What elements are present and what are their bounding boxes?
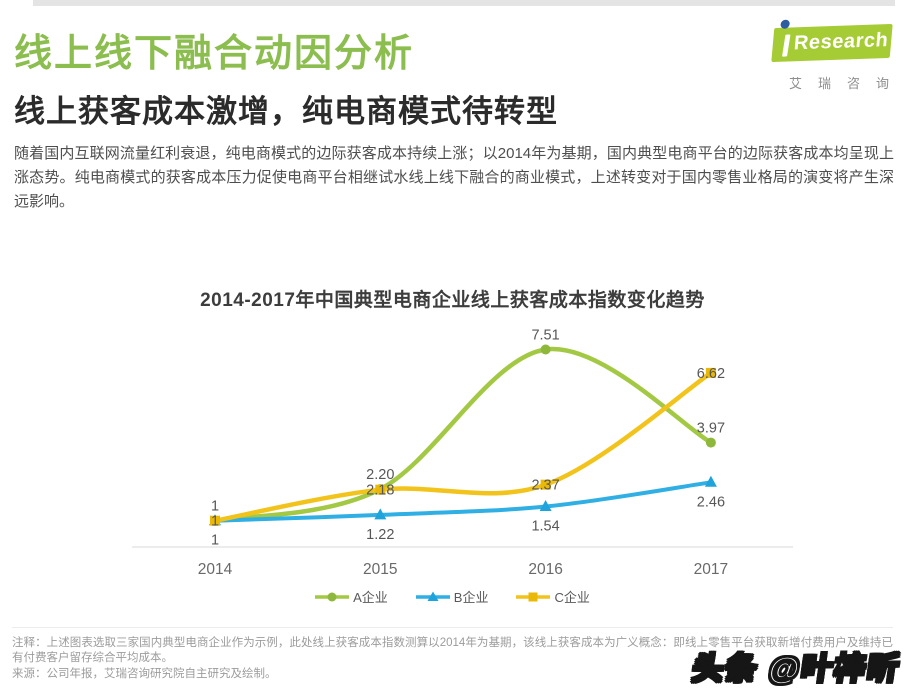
series-marker-2 (540, 479, 551, 490)
series-line-1 (213, 480, 713, 523)
logo-wordmark: Research (792, 29, 890, 55)
x-tick-label: 2017 (694, 561, 728, 578)
legend-swatch-triangle-icon (415, 591, 450, 601)
x-tick-label: 2014 (198, 561, 233, 578)
legend-label-0: A企业 (353, 590, 388, 605)
data-label-0: 3.97 (697, 421, 725, 437)
chart-legend: A企业 B企业 C企业 (0, 587, 905, 606)
data-label-2: 2.37 (531, 478, 559, 494)
legend-label-1: B企业 (453, 590, 489, 605)
logo-i-stem (781, 34, 791, 57)
page-title: 线上线下融合动因分析 (14, 33, 415, 75)
data-label-1: 1.54 (531, 518, 559, 534)
series-marker-2 (375, 484, 386, 495)
data-label-0: 7.51 (531, 327, 559, 343)
watermark: 头条 @叶梓昕 (690, 650, 904, 687)
data-label-2: 1 (211, 514, 219, 530)
data-label-0: 1 (211, 499, 219, 515)
note-text: 注释：上述图表选取三家国内典型电商企业作为示例，此处线上获客成本指数测算以201… (12, 637, 893, 664)
data-label-2: 6.62 (697, 366, 725, 382)
iresearch-logo: Research 艾瑞咨询 (771, 19, 905, 92)
legend-item-1: B企业 (415, 587, 489, 606)
logo-i-dot-icon (780, 19, 791, 29)
series-marker-2 (705, 367, 716, 378)
logo-caption: 艾瑞咨询 (789, 76, 905, 91)
series-marker-1 (539, 499, 552, 511)
logo-plate: Research (771, 19, 893, 63)
x-tick-label: 2016 (528, 561, 562, 578)
data-label-1: 1.22 (366, 527, 394, 543)
x-tick-label: 2015 (363, 561, 397, 578)
top-divider-bar (33, 0, 895, 6)
chart-title: 2014-2017年中国典型电商企业线上获客成本指数变化趋势 (200, 290, 705, 311)
legend-label-2: C企业 (554, 590, 590, 605)
series-marker-0 (705, 437, 716, 448)
data-label-1: 2.46 (697, 494, 725, 510)
source-text: 来源：公司年报，艾瑞咨询研究院自主研究及绘制。 (12, 668, 277, 680)
footer-notes: 注释：上述图表选取三家国内典型电商企业作为示例，此处线上获客成本指数测算以201… (12, 627, 893, 682)
series-marker-0 (540, 344, 551, 355)
series-line-0 (212, 346, 714, 523)
legend-item-2: C企业 (516, 587, 590, 606)
legend-swatch-circle-icon (315, 592, 350, 601)
data-label-1: 1 (211, 533, 219, 549)
line-chart: 2014 2015 2016 2017 1 2.20 7.51 3.97 1 1.22 1.54 2.… (0, 318, 905, 586)
series-marker-1 (704, 475, 717, 487)
section-subtitle: 线上获客成本激增，纯电商模式待转型 (14, 94, 558, 129)
legend-item-0: A企业 (315, 587, 388, 606)
data-label-2: 2.18 (366, 483, 394, 499)
series-line-2 (212, 370, 714, 523)
data-label-0: 2.20 (366, 467, 394, 483)
series-marker-1 (374, 508, 387, 520)
series-marker-2 (210, 515, 220, 526)
chart-svg: 2014 2015 2016 2017 1 2.20 7.51 3.97 1 1.22 1.54 2.… (132, 327, 793, 578)
intro-paragraph: 随着国内互联网流量红利衰退，纯电商模式的边际获客成本持续上涨；以2014年为基期… (14, 145, 894, 210)
legend-swatch-square-icon (516, 592, 551, 601)
